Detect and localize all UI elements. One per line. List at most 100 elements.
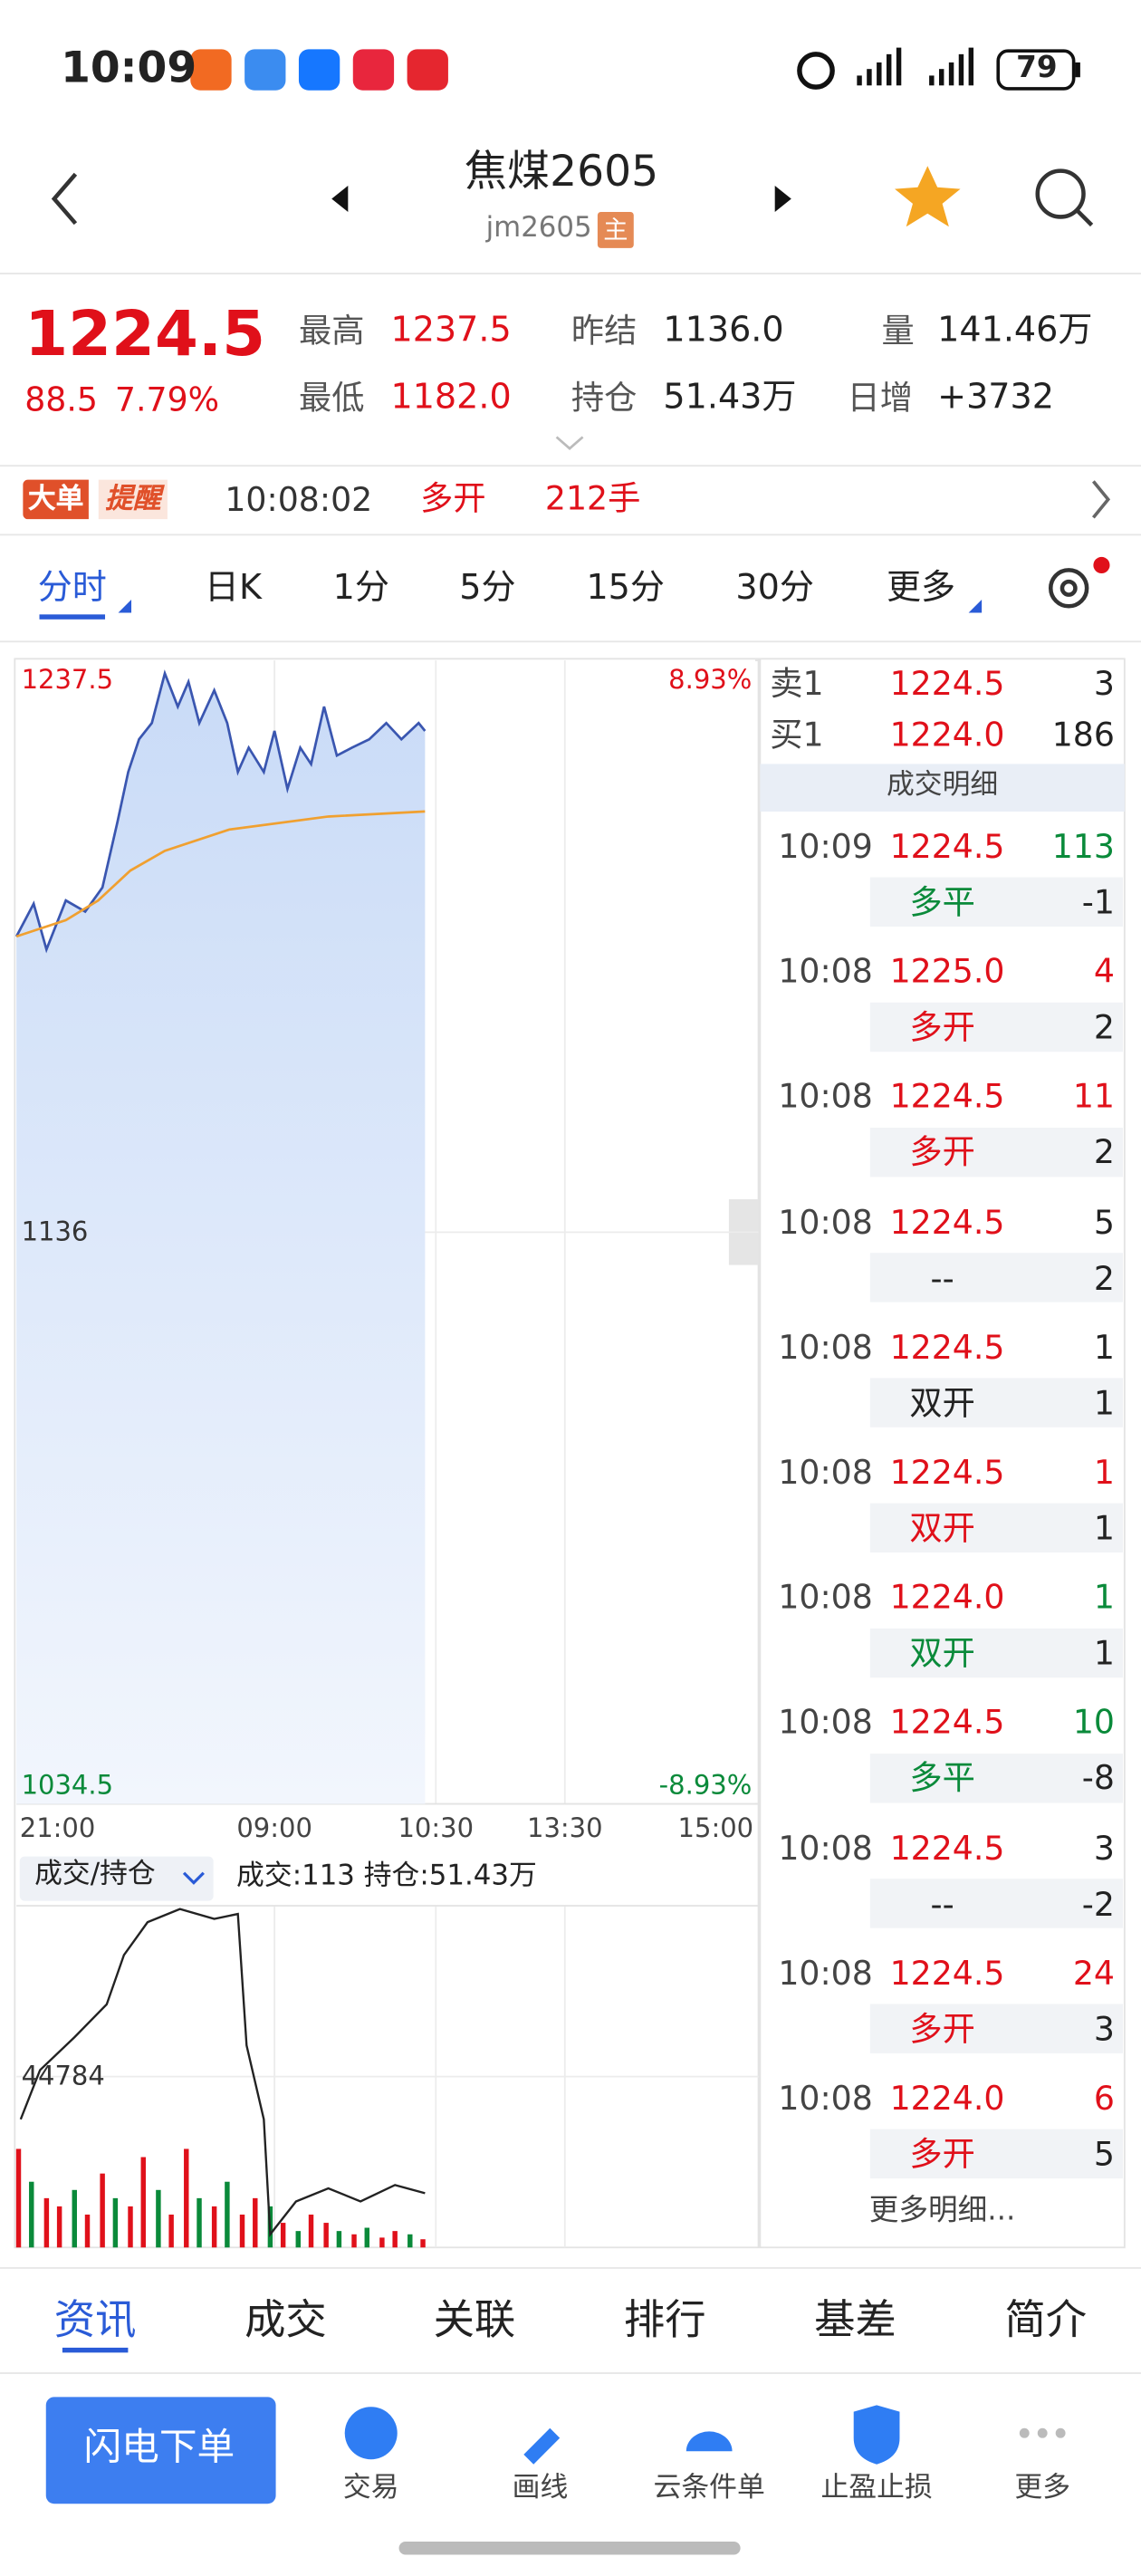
trade-row-bg [869,1754,1124,1803]
volume-bar [308,2215,314,2248]
home-indicator [398,2541,741,2555]
trade-time: 10:08 [778,1828,873,1868]
divider [0,2267,1141,2269]
book-label: 买1 [770,715,824,755]
trade-time: 10:09 [778,826,873,866]
trade-price: 1224.0 [889,1577,1005,1618]
action-label[interactable]: 画线 [512,2471,569,2505]
volume-bar [128,2206,133,2248]
trade-row-bg [869,2004,1124,2053]
volume-bar [197,2197,202,2248]
trade-price: 1224.5 [889,1828,1005,1868]
back-button[interactable] [51,172,78,226]
volume-bar [15,2148,22,2248]
trade-price: 1225.0 [889,951,1005,992]
indicator-selector[interactable] [19,1856,214,1901]
trade-type: 多开 [909,1007,975,1047]
stat-value: 1182.0 [390,377,512,417]
divider [0,2372,1141,2374]
chart-tab[interactable]: 15分 [586,567,665,608]
stat-value: 1237.5 [390,309,512,350]
alert-badge: 大单 [23,479,89,520]
volume-bar [56,2206,62,2248]
next-button[interactable] [774,185,791,212]
trade-volume: 4 [1093,951,1115,992]
volume-bar [336,2231,342,2248]
trade-row-bg [869,1879,1124,1928]
trade-row-bg [869,1503,1124,1553]
chart-tab[interactable]: 30分 [735,567,814,608]
y-tick-label: 1034.5 [21,1769,114,1801]
trade-price: 1224.5 [889,1452,1005,1492]
action-label[interactable]: 止盈止损 [820,2471,933,2505]
flash-order-button[interactable] [45,2397,276,2504]
average-line [15,810,426,938]
status-icons [190,47,1080,91]
flash-order-label[interactable]: 闪电下单 [83,2426,235,2470]
action-label[interactable]: 交易 [342,2471,399,2505]
trade-type: 多平 [909,1758,975,1799]
bottom-tab[interactable]: 关联 [433,2295,516,2344]
favorite-button[interactable] [895,166,961,227]
trade-volume: 10 [1072,1702,1115,1743]
divider [0,465,1141,467]
settings-button[interactable] [1048,568,1089,609]
trade-time: 10:08 [778,1327,873,1367]
chart-tab[interactable]: 更多 [886,567,956,608]
trade-price: 1224.5 [889,826,1005,866]
y2-tick-label: 8.93% [668,663,753,696]
trade-time: 10:08 [778,1201,873,1242]
bottom-tab[interactable]: 简介 [1004,2295,1088,2344]
x-tick-label: 09:00 [236,1812,312,1844]
prev-button[interactable] [331,185,349,212]
action-label[interactable]: 云条件单 [653,2471,765,2505]
stat-value: 141.46万 [937,309,1093,350]
status-time: 10:09 [61,43,197,94]
more-trades[interactable]: 更多明细... [868,2193,1016,2228]
chart-tab[interactable]: 分时 [37,567,107,608]
detail-header-bg [760,764,1125,812]
bottom-tab[interactable]: 排行 [623,2295,706,2344]
stat-value: 1136.0 [663,309,784,350]
bottom-tab[interactable]: 资讯 [53,2295,137,2344]
trade-price: 1224.5 [889,1201,1005,1242]
trade-change: -2 [1081,1883,1115,1924]
stat-label: 量 [881,310,915,351]
trade-type: 多开 [909,1132,975,1172]
trade-change: -8 [1081,1758,1115,1799]
trade-time: 10:08 [778,951,873,992]
trades-title: 成交明细 [886,768,999,803]
trade-time: 10:08 [778,1452,873,1492]
trade-type: 多开 [909,2008,975,2049]
trade-change: 3 [1093,2008,1115,2049]
trade-volume: 1 [1093,1577,1115,1618]
divider [0,273,1141,274]
trade-type: 双开 [909,1508,975,1548]
x-tick-label: 10:30 [398,1812,475,1844]
trade-change: -1 [1081,882,1115,922]
bottom-tab[interactable]: 基差 [814,2295,896,2344]
chart-tab[interactable]: 日K [204,567,262,608]
trade-price: 1224.0 [889,2078,1005,2118]
search-button[interactable] [1035,168,1094,227]
alert-time: 10:08:02 [225,479,373,520]
trade-change: 2 [1093,1257,1115,1298]
price-change: 88.5 [24,379,98,419]
trade-type: 多平 [909,882,975,922]
trade-time: 10:08 [778,1577,873,1618]
trade-volume: 1 [1093,1452,1115,1492]
indicator-name[interactable]: 成交/持仓 [34,1858,156,1891]
chart-tab[interactable]: 5分 [459,567,516,608]
last-price: 1224.5 [24,297,266,370]
volume-bar [351,2234,357,2248]
price-line [14,669,427,954]
price-change-pct: 7.79% [114,379,220,419]
chart-tab[interactable]: 1分 [332,567,389,608]
action-label[interactable]: 更多 [1014,2471,1071,2505]
trade-type: -- [930,1883,954,1924]
chart-frame [14,658,760,2249]
bottom-tab[interactable]: 成交 [244,2295,327,2344]
